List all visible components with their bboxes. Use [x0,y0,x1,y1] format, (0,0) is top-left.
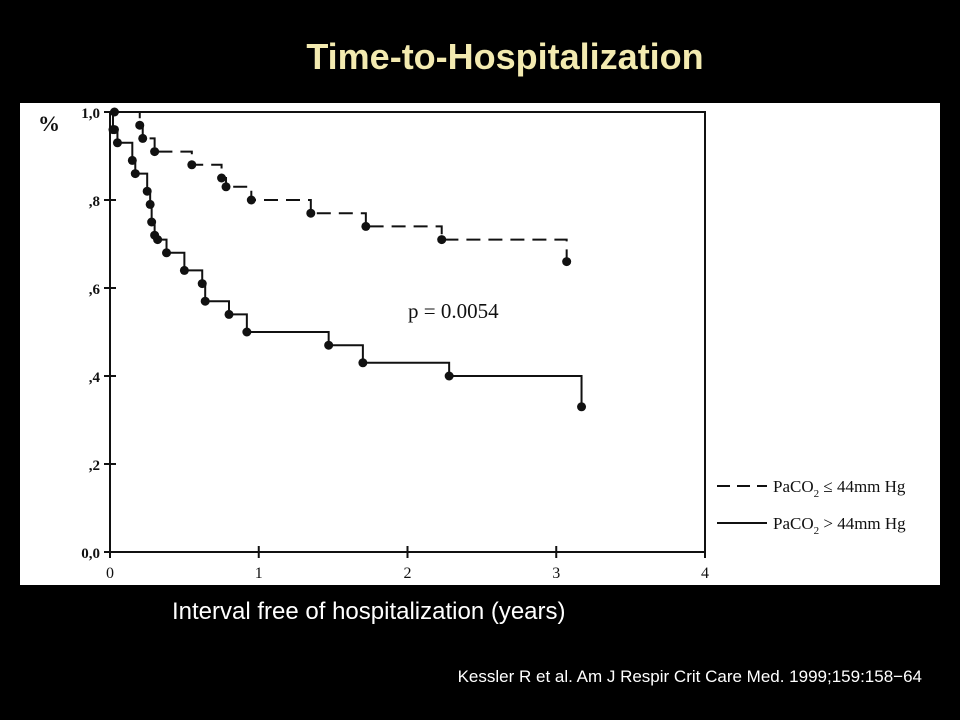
event-point-high [112,138,122,148]
event-point-low [306,208,316,218]
x-tick-label: 4 [701,565,709,582]
event-point-high [242,327,252,337]
legend-label-dashed: PaCO2 ≤ 44mm Hg [773,477,906,500]
event-point-low [221,182,231,192]
series-line-low [110,111,568,262]
y-tick-label: ,4 [89,370,101,386]
event-point-high [444,371,454,381]
x-axis-label: Interval free of hospitalization (years) [172,598,566,625]
km-chart: 0,0 ,2 ,4 ,6 ,8 1,0 0 1 2 3 4 % p = 0.0054 PaCO2 ≤… [38,106,906,582]
event-point-high [147,217,157,227]
chart-axes: 0,0 ,2 ,4 ,6 ,8 1,0 0 1 2 3 4 [81,106,709,582]
citation: Kessler R et al. Am J Respir Crit Care M… [457,667,922,686]
event-point-high [197,279,207,289]
event-point-low [150,147,160,157]
event-point-high [200,296,210,306]
event-point-low [187,160,197,170]
event-point-low [361,221,371,231]
y-tick-label: ,2 [89,458,100,474]
event-point-high [127,155,137,165]
event-point-low [217,173,227,183]
y-axis-label: % [38,111,60,136]
event-point-high [130,169,140,179]
y-tick-label: 0,0 [81,546,100,562]
event-point-low [138,133,148,143]
legend: PaCO2 ≤ 44mm Hg PaCO2 > 44mm Hg [717,477,906,537]
y-tick-label: ,6 [89,282,101,298]
x-tick-label: 3 [552,565,560,582]
event-point-high [577,402,587,412]
event-point-high [162,248,172,258]
p-value-annotation: p = 0.0054 [408,299,499,323]
y-tick-label: ,8 [89,194,100,210]
chart-panel: 0,0 ,2 ,4 ,6 ,8 1,0 0 1 2 3 4 % p = 0.0054 PaCO2 ≤… [20,103,940,585]
chart-curves [108,107,587,412]
x-tick-label: 2 [404,565,412,582]
event-point-low [135,120,145,130]
event-point-low [562,257,572,267]
event-point-high [142,186,152,196]
event-point-high [179,265,189,275]
series-line-high [110,111,583,407]
event-point-high [324,340,334,350]
x-tick-label: 0 [106,565,114,582]
event-point-high [153,235,163,245]
event-point-high [145,199,155,209]
event-point-high [358,358,368,368]
plot-frame [109,111,706,553]
x-tick-label: 1 [255,565,263,582]
event-point-low [246,195,256,205]
y-tick-label: 1,0 [81,106,100,122]
event-point-high [224,309,234,319]
event-point-low [437,235,447,245]
slide-title: Time-to-Hospitalization [306,36,704,77]
event-point-high [109,125,119,135]
legend-label-solid: PaCO2 > 44mm Hg [773,514,906,537]
